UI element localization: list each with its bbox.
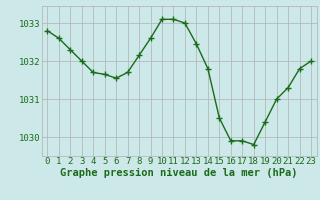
- X-axis label: Graphe pression niveau de la mer (hPa): Graphe pression niveau de la mer (hPa): [60, 168, 298, 178]
